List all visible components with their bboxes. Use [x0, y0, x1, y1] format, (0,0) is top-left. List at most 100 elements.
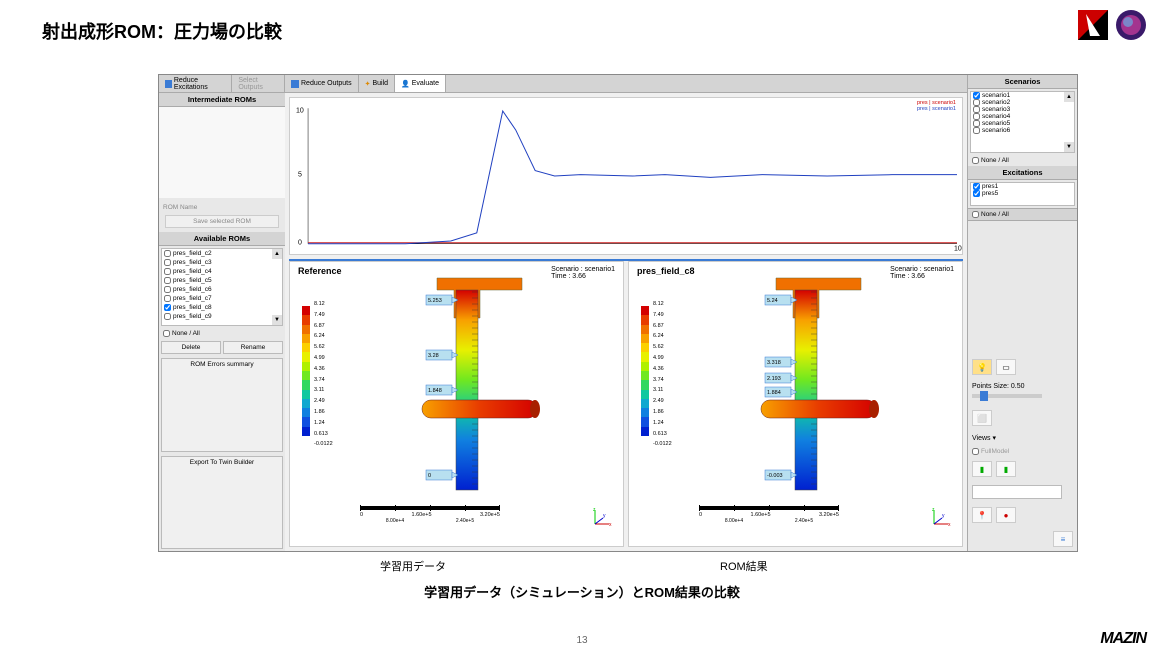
rom-checkbox[interactable]	[164, 313, 171, 320]
lightbulb-icon[interactable]: 💡	[972, 359, 992, 375]
errors-button[interactable]: ROM Errors summary	[161, 358, 283, 451]
rom-colorbar	[641, 306, 649, 436]
scen-scroll-down-icon[interactable]: ▼	[1064, 142, 1074, 152]
available-roms-list[interactable]: ▲ ▼ pres_field_c2pres_field_c3pres_field…	[161, 248, 283, 326]
scenario-item[interactable]: scenario5	[971, 120, 1074, 127]
excitation-checkbox[interactable]	[973, 190, 980, 197]
excitation-item[interactable]: pres5	[971, 190, 1074, 197]
green-view2-icon[interactable]: ▮	[996, 461, 1016, 477]
scenario-item[interactable]: scenario6	[971, 127, 1074, 134]
scenario-item[interactable]: scenario3	[971, 106, 1074, 113]
caption-main: 学習用データ（シミュレーション）とROM結果の比較	[0, 582, 1164, 601]
scen-none-all-checkbox[interactable]	[972, 157, 979, 164]
footer-logo: MAZIN	[1100, 630, 1146, 648]
rom-axis-triad-icon: xzy	[930, 506, 952, 528]
viz-row: Reference Scenario : scenario1Time : 3.6…	[285, 261, 967, 551]
rename-button[interactable]: Rename	[223, 341, 283, 354]
rom-checkbox[interactable]	[164, 268, 171, 275]
scenario-checkbox[interactable]	[973, 127, 980, 134]
none-all-checkbox[interactable]	[163, 330, 170, 337]
rom-name-label: ROM Name	[159, 202, 285, 213]
rom-colorbar-labels: 8.127.496.876.245.624.994.363.743.112.49…	[653, 302, 672, 453]
rom-item[interactable]: pres_field_c3	[162, 258, 282, 267]
scenario-item[interactable]: scenario2	[971, 99, 1074, 106]
fullmodel-checkbox[interactable]	[972, 448, 979, 455]
view-name-input[interactable]	[972, 485, 1062, 499]
tab-build[interactable]: ✦Build	[359, 75, 395, 92]
green-view-icon[interactable]: ▮	[972, 461, 992, 477]
aspect-icon[interactable]: ⬜	[972, 410, 992, 426]
export-button[interactable]: Export To Twin Builder	[161, 456, 283, 549]
fullmodel-check[interactable]: FullModel	[968, 446, 1077, 457]
save-rom-button[interactable]: Save selected ROM	[165, 215, 279, 228]
excitations-list[interactable]: pres1pres5	[970, 182, 1075, 206]
svg-text:z: z	[932, 507, 935, 513]
tab-reduce-out[interactable]: Reduce Outputs	[285, 75, 359, 92]
scenario-checkbox[interactable]	[973, 99, 980, 106]
scroll-down-icon[interactable]: ▼	[272, 315, 282, 325]
rom-item[interactable]: pres_field_c9	[162, 312, 282, 321]
tab-reduce-exc[interactable]: Reduce Excitations	[159, 75, 232, 92]
rom-scale: 01.60e+53.20e+5 8.00e+42.40e+5	[699, 506, 839, 524]
scenario-checkbox[interactable]	[973, 120, 980, 127]
chevron-down-icon[interactable]: ▾	[993, 435, 997, 442]
logo-red-icon	[1078, 10, 1108, 40]
scenario-checkbox[interactable]	[973, 106, 980, 113]
rom-checkbox[interactable]	[164, 295, 171, 302]
slider-thumb[interactable]	[980, 391, 988, 401]
rom-item[interactable]: pres_field_c2	[162, 249, 282, 258]
marker-icon[interactable]: 📍	[972, 507, 992, 523]
time-chart[interactable]: pres | scenario1 pres | scenario1 10 5 0…	[289, 97, 963, 255]
svg-text:3.28: 3.28	[428, 353, 439, 359]
header-logos	[1078, 10, 1146, 40]
scen-scroll-up-icon[interactable]: ▲	[1064, 92, 1074, 102]
svg-text:10: 10	[954, 246, 962, 253]
rom-item[interactable]: pres_field_c8	[162, 303, 282, 312]
rom-item[interactable]: pres_field_c6	[162, 285, 282, 294]
delete-button[interactable]: Delete	[161, 341, 221, 354]
intermediate-roms-title: Intermediate ROMs	[159, 93, 285, 107]
none-all-roms[interactable]: None / All	[159, 328, 285, 339]
rom-checkbox[interactable]	[164, 304, 171, 311]
svg-text:0: 0	[298, 240, 302, 247]
app-window: Reduce Excitations Select Outputs Interm…	[158, 74, 1078, 552]
rom-panel[interactable]: pres_field_c8 Scenario : scenario1Time :…	[628, 261, 963, 547]
points-slider[interactable]	[972, 394, 1042, 398]
svg-text:y: y	[942, 513, 945, 519]
svg-text:2.193: 2.193	[767, 376, 781, 382]
scenarios-list[interactable]: ▲ ▼ scenario1scenario2scenario3scenario4…	[970, 91, 1075, 153]
rom-checkbox[interactable]	[164, 277, 171, 284]
build-icon: ✦	[365, 80, 371, 88]
rom-item[interactable]: pres_field_c4	[162, 267, 282, 276]
excitation-checkbox[interactable]	[973, 183, 980, 190]
exc-none-all-checkbox[interactable]	[972, 211, 979, 218]
view-icon[interactable]: ▭	[996, 359, 1016, 375]
scenario-item[interactable]: scenario4	[971, 113, 1074, 120]
rom-item[interactable]: pres_field_c5	[162, 276, 282, 285]
excitation-item[interactable]: pres1	[971, 183, 1074, 190]
scenario-checkbox[interactable]	[973, 92, 980, 99]
views-label: Views ▾	[968, 430, 1077, 446]
none-all-scenarios[interactable]: None / All	[968, 155, 1077, 166]
rom-checkbox[interactable]	[164, 259, 171, 266]
rom-checkbox[interactable]	[164, 250, 171, 257]
rom-checkbox[interactable]	[164, 286, 171, 293]
none-all-exc[interactable]: None / All	[968, 208, 1077, 221]
svg-text:3.318: 3.318	[767, 360, 781, 366]
record-icon[interactable]: ●	[996, 507, 1016, 523]
settings-icon[interactable]: ≡	[1053, 531, 1073, 547]
slide-title: 射出成形ROM：圧力場の比較	[42, 18, 282, 44]
available-roms-title: Available ROMs	[159, 232, 285, 246]
page-number: 13	[0, 635, 1164, 646]
ref-geometry: 5.2533.281.8480	[382, 270, 572, 510]
caption-left: 学習用データ	[380, 558, 446, 574]
scenario-checkbox[interactable]	[973, 113, 980, 120]
tab-evaluate[interactable]: 👤Evaluate	[395, 75, 446, 92]
ref-colorbar	[302, 306, 310, 436]
tab-select-out[interactable]: Select Outputs	[232, 75, 285, 92]
rom-item[interactable]: pres_field_c7	[162, 294, 282, 303]
scroll-up-icon[interactable]: ▲	[272, 249, 282, 259]
scenario-item[interactable]: scenario1	[971, 92, 1074, 99]
svg-text:0: 0	[428, 473, 431, 479]
reference-panel[interactable]: Reference Scenario : scenario1Time : 3.6…	[289, 261, 624, 547]
